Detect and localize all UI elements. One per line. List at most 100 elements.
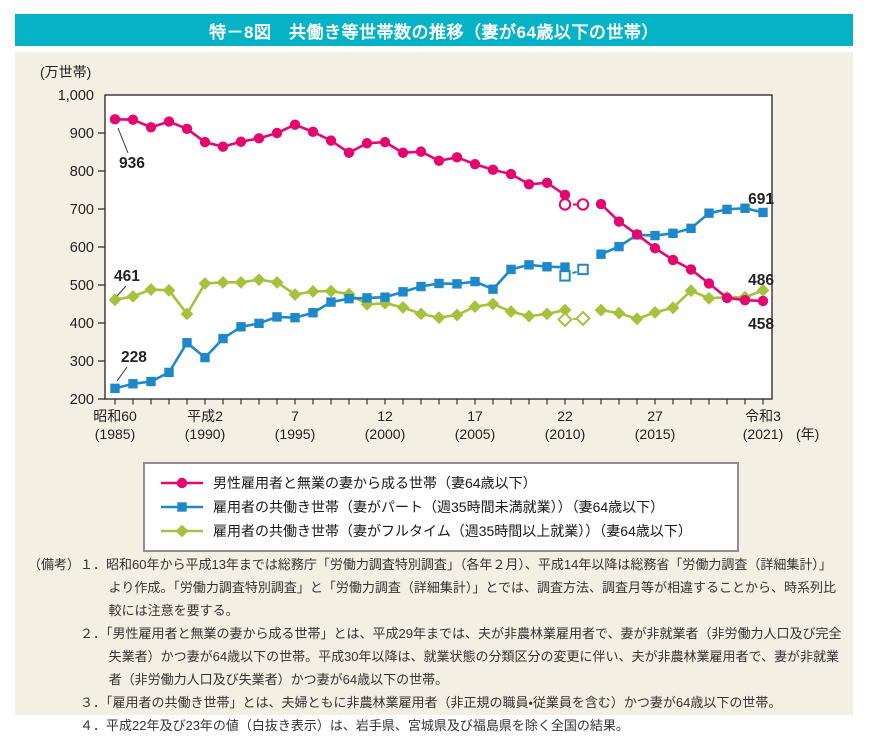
data-point [415, 146, 427, 157]
x-tick-year-label: (1995) [275, 426, 315, 442]
value-annotation: 458 [748, 316, 774, 333]
data-point [614, 241, 624, 252]
x-tick-era-label: 令和3 [745, 408, 781, 424]
value-annotation: 936 [119, 155, 145, 172]
data-point [324, 284, 338, 298]
data-point [164, 367, 174, 378]
data-point [594, 303, 608, 317]
data-point [452, 279, 462, 289]
value-annotation: 486 [748, 272, 774, 289]
x-tick-era-label: 17 [467, 408, 483, 424]
data-point [144, 283, 158, 296]
y-tick-label: 300 [70, 354, 94, 370]
series-line [600, 289, 764, 321]
data-point [469, 158, 481, 170]
data-point [306, 285, 320, 298]
y-tick-label: 1,000 [58, 88, 94, 104]
y-axis-unit-label: (万世帯) [40, 64, 91, 80]
data-point [182, 338, 192, 348]
footnote-2: ２．「男性雇用者と無業の妻から成る世帯」とは、平成29年までは、夫が非農林業雇用… [80, 626, 842, 687]
data-point [612, 306, 626, 320]
data-point [721, 292, 733, 304]
data-point [236, 322, 246, 332]
value-annotation: 461 [114, 268, 140, 285]
x-tick-era-label: 平成2 [187, 408, 223, 424]
y-tick-label: 200 [70, 392, 94, 408]
data-point [397, 147, 409, 158]
data-point [145, 122, 157, 133]
legend-item-single-earner: 男性雇用者と無業の妻から成る世帯（妻64歳以下） [159, 471, 725, 495]
data-point [127, 114, 139, 125]
full-time-marker-icon [161, 524, 203, 538]
legend-label: 雇用者の共働き世帯（妻がフルタイム（週35時間以上就業））（妻64歳以下） [213, 523, 692, 539]
data-point [488, 284, 498, 294]
data-point [361, 138, 373, 149]
data-point [360, 297, 374, 311]
data-point [109, 114, 121, 125]
figure-title-bar: 特－8図 共働き等世帯数の推移（妻が64歳以下の世帯） [15, 14, 853, 46]
data-point [289, 119, 301, 130]
data-point [468, 300, 482, 314]
x-tick-era-label: 27 [647, 408, 663, 424]
x-tick-year-label: (1990) [185, 426, 225, 442]
data-point [272, 312, 282, 322]
data-point [414, 307, 428, 321]
data-point [108, 293, 122, 307]
data-point [558, 198, 572, 211]
data-point [541, 177, 553, 188]
data-point [398, 287, 408, 297]
data-point [649, 242, 661, 254]
data-point [596, 249, 606, 259]
data-point [486, 297, 500, 311]
data-point [234, 275, 248, 289]
legend-label: 男性雇用者と無業の妻から成る世帯（妻64歳以下） [213, 475, 537, 491]
series-single-earner [109, 114, 769, 307]
data-point [270, 275, 284, 289]
data-point [343, 147, 355, 158]
data-point [577, 263, 589, 276]
data-point [308, 308, 318, 318]
data-point [450, 308, 464, 322]
data-point [524, 260, 534, 270]
data-point [758, 207, 768, 218]
data-point [110, 383, 120, 394]
data-point [522, 309, 536, 323]
x-tick-year-label: (2010) [545, 426, 585, 442]
data-point [379, 136, 391, 148]
x-axis-suffix: (年) [796, 426, 819, 442]
data-point [613, 216, 625, 227]
data-point [181, 123, 193, 135]
data-point [235, 136, 247, 147]
data-point [576, 198, 590, 211]
data-point [575, 310, 591, 327]
x-tick-era-label: 昭和60 [93, 408, 137, 424]
data-point [218, 333, 228, 344]
data-point [685, 264, 697, 275]
y-tick-label: 600 [70, 240, 94, 256]
data-point [200, 352, 210, 363]
data-point [199, 136, 211, 148]
data-point [505, 168, 517, 180]
data-point [684, 284, 698, 298]
data-point [559, 189, 571, 201]
data-point [487, 164, 499, 176]
data-point [668, 228, 678, 239]
data-point [702, 291, 716, 305]
data-point [307, 126, 319, 138]
data-point [162, 283, 176, 297]
series-part-time [110, 203, 768, 394]
single-earner-marker-icon [161, 477, 203, 489]
footnotes-body: １．昭和60年から平成13年までは総務庁「労働力調査特別調査」（各年２月）、平成… [80, 553, 844, 737]
data-point [416, 281, 426, 292]
x-tick-year-label: (2021) [743, 426, 783, 442]
data-point [630, 312, 644, 326]
data-point [216, 275, 230, 289]
data-point [433, 155, 445, 166]
part-time-marker-icon [161, 502, 203, 512]
data-point [198, 277, 212, 290]
data-point [686, 223, 696, 234]
annotation-leader-line [116, 366, 128, 382]
x-tick-year-label: (1985) [95, 426, 135, 442]
